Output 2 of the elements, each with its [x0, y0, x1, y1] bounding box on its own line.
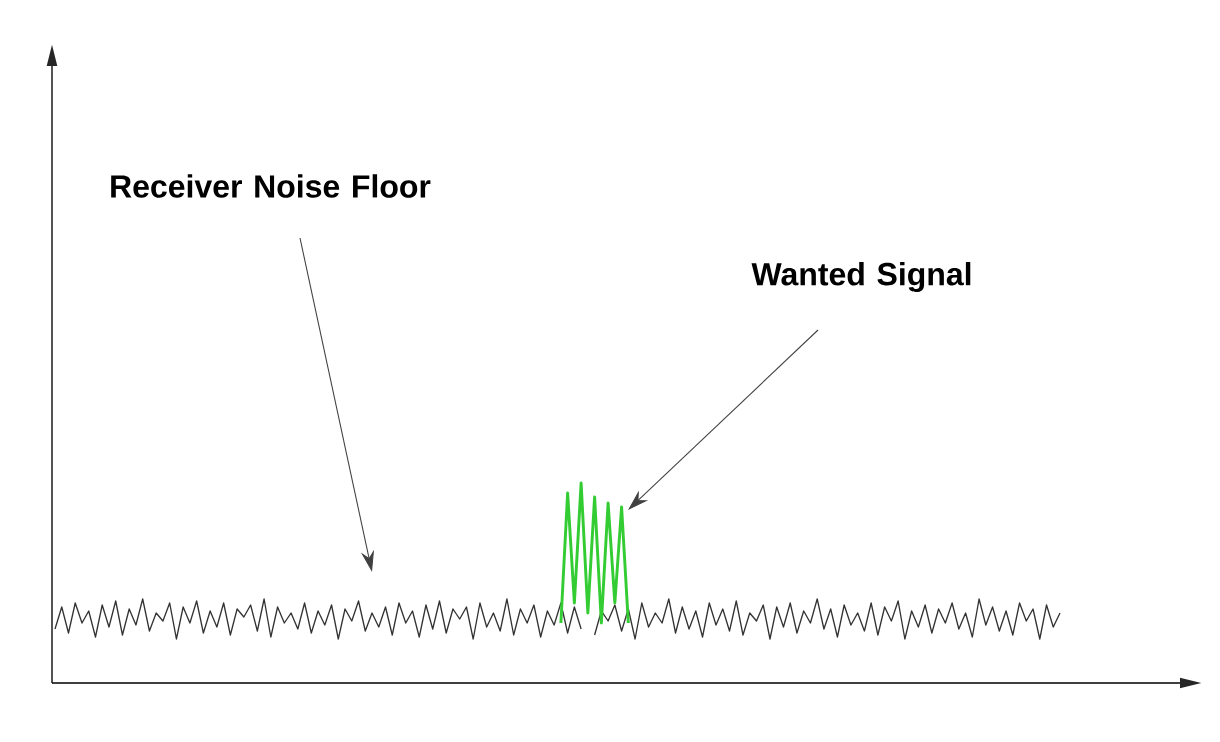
text: Wanted Signal — [751, 262, 971, 292]
text: Receiver Noise Floor — [111, 174, 431, 198]
